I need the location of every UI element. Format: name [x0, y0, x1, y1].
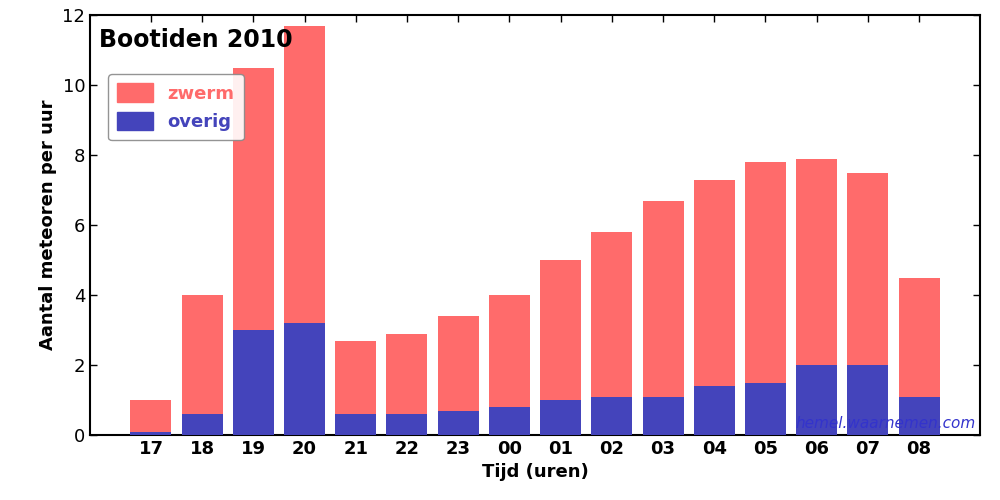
Bar	[847, 365, 888, 435]
Bar	[796, 365, 837, 435]
Bar	[182, 295, 223, 414]
Bar	[182, 414, 223, 435]
Bar	[847, 172, 888, 365]
Text: hemel.waarnemen.com: hemel.waarnemen.com	[795, 416, 976, 431]
Bar	[284, 26, 325, 323]
Bar	[540, 400, 581, 435]
Bar	[284, 323, 325, 435]
Bar	[796, 158, 837, 365]
Bar	[386, 414, 427, 435]
Bar	[591, 232, 632, 396]
X-axis label: Tijd (uren): Tijd (uren)	[482, 464, 588, 481]
Bar	[438, 316, 479, 410]
Bar	[386, 334, 427, 414]
Bar	[130, 432, 171, 435]
Bar	[745, 382, 786, 435]
Bar	[643, 396, 684, 435]
Bar	[489, 407, 530, 435]
Bar	[335, 414, 376, 435]
Y-axis label: Aantal meteoren per uur: Aantal meteoren per uur	[39, 100, 57, 350]
Text: Bootiden 2010: Bootiden 2010	[99, 28, 293, 52]
Bar	[643, 200, 684, 396]
Bar	[540, 260, 581, 400]
Bar	[694, 180, 735, 386]
Bar	[899, 278, 940, 396]
Bar	[591, 396, 632, 435]
Bar	[745, 162, 786, 382]
Bar	[694, 386, 735, 435]
Legend: zwerm, overig: zwerm, overig	[108, 74, 244, 140]
Bar	[233, 68, 274, 330]
Bar	[899, 396, 940, 435]
Bar	[489, 295, 530, 407]
Bar	[335, 340, 376, 414]
Bar	[233, 330, 274, 435]
Bar	[130, 400, 171, 432]
Bar	[438, 410, 479, 435]
